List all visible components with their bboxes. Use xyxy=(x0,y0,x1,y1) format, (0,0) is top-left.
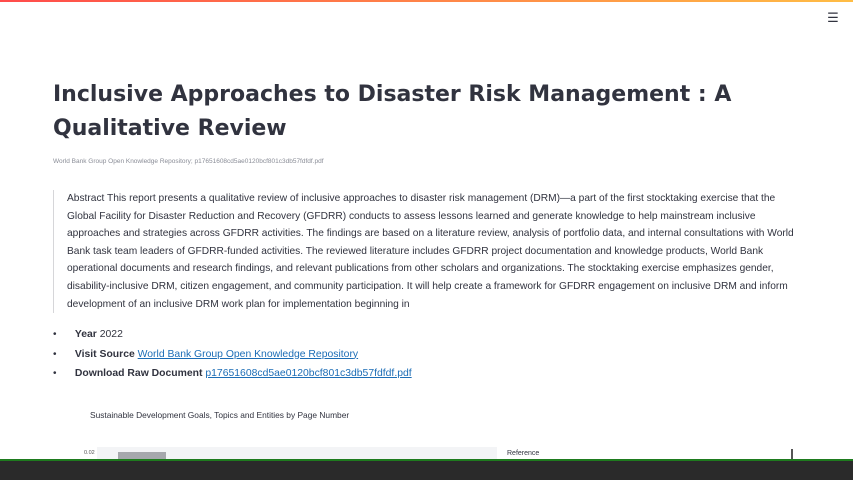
source-item: Visit Source World Bank Group Open Knowl… xyxy=(53,345,412,365)
abstract-text: Abstract This report presents a qualitat… xyxy=(67,193,794,310)
download-link[interactable]: p17651608cd5ae0120bcf801c3db57fdfdf.pdf xyxy=(205,368,412,379)
visit-source-link[interactable]: World Bank Group Open Knowledge Reposito… xyxy=(137,348,359,360)
chart-legend-marker xyxy=(791,449,793,459)
visit-source-label: Visit Source xyxy=(74,348,135,360)
year-item: Year 2022 xyxy=(53,325,412,345)
download-label: Download Raw Document xyxy=(74,368,203,379)
bottom-accent-line xyxy=(0,459,853,461)
chart-legend-label: Reference xyxy=(507,450,540,457)
top-accent-bar xyxy=(0,0,853,2)
source-caption: World Bank Group Open Knowledge Reposito… xyxy=(53,158,324,165)
bottom-bar xyxy=(0,459,853,480)
abstract-blockquote: Abstract This report presents a qualitat… xyxy=(53,190,798,314)
hamburger-menu-icon[interactable]: ☰ xyxy=(827,11,839,26)
download-item: Download Raw Document p17651608cd5ae0120… xyxy=(53,364,412,384)
chart-title: Sustainable Development Goals, Topics an… xyxy=(90,410,350,420)
metadata-list: Year 2022 Visit Source World Bank Group … xyxy=(53,325,412,384)
chart-tick-label: 0.02 xyxy=(84,450,95,456)
chart-plot-area[interactable] xyxy=(97,447,497,459)
page-title: Inclusive Approaches to Disaster Risk Ma… xyxy=(53,82,732,141)
year-value: 2022 xyxy=(99,329,123,340)
year-label: Year xyxy=(74,329,97,340)
chart-bar[interactable] xyxy=(118,452,166,459)
